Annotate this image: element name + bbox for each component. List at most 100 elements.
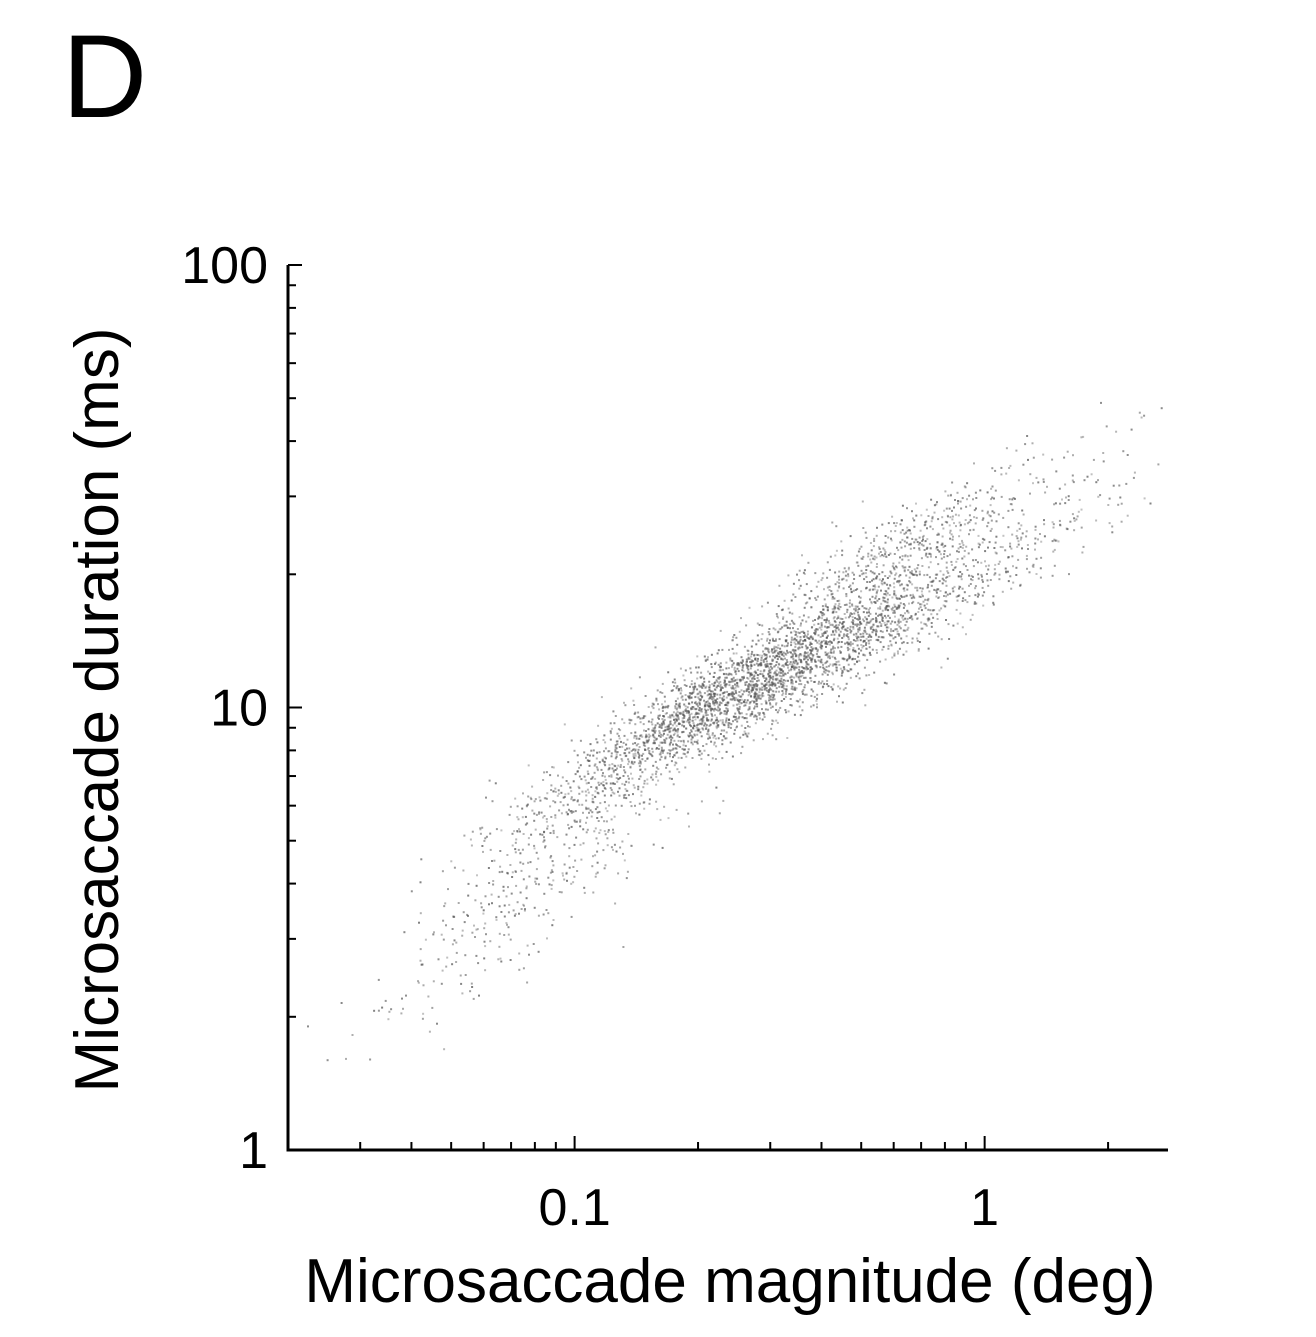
scatter-point (770, 650, 773, 653)
scatter-point (585, 799, 588, 802)
scatter-point (854, 589, 857, 591)
scatter-point (990, 527, 993, 530)
scatter-point (676, 768, 679, 771)
scatter-point (926, 602, 929, 605)
scatter-point (651, 755, 654, 758)
scatter-point (1046, 485, 1048, 488)
scatter-point (850, 630, 853, 633)
scatter-point (1117, 503, 1120, 506)
scatter-point (345, 1057, 347, 1060)
scatter-point (756, 695, 759, 698)
scatter-point (422, 984, 425, 987)
scatter-point (735, 685, 738, 688)
scatter-point (962, 597, 965, 600)
scatter-point (697, 753, 700, 756)
scatter-point (619, 729, 622, 732)
scatter-point (875, 649, 878, 651)
scatter-point (856, 637, 858, 640)
scatter-point (893, 577, 896, 580)
scatter-point (816, 693, 819, 696)
scatter-point (818, 639, 821, 642)
scatter-point (798, 705, 801, 708)
scatter-point (708, 705, 711, 708)
scatter-point (792, 654, 794, 657)
scatter-point (1063, 456, 1066, 459)
scatter-point (736, 678, 739, 681)
scatter-point (533, 847, 536, 850)
scatter-point (611, 791, 614, 794)
scatter-point (718, 750, 721, 753)
scatter-point (906, 617, 909, 620)
scatter-point (644, 744, 647, 747)
scatter-point (805, 665, 808, 668)
scatter-point (742, 678, 744, 681)
scatter-point (756, 677, 759, 679)
scatter-point (672, 729, 674, 732)
scatter-point (726, 708, 729, 710)
scatter-point (593, 771, 596, 774)
scatter-point (938, 609, 941, 612)
scatter-point (506, 854, 509, 856)
scatter-point (943, 556, 946, 559)
scatter-point (638, 756, 641, 759)
scatter-point (485, 796, 487, 799)
scatter-point (1125, 482, 1128, 485)
scatter-point (450, 860, 453, 863)
scatter-point (620, 758, 623, 760)
scatter-point (633, 736, 636, 739)
scatter-point (796, 662, 799, 665)
scatter-point (1065, 496, 1067, 499)
scatter-point (485, 933, 487, 936)
scatter-point (614, 769, 617, 771)
scatter-point (765, 653, 768, 656)
scatter-point (522, 878, 525, 881)
scatter-point (778, 690, 780, 693)
scatter-point (655, 775, 658, 778)
scatter-point (805, 655, 808, 658)
scatter-point (628, 722, 631, 725)
scatter-point (708, 697, 711, 700)
scatter-point (847, 638, 850, 641)
scatter-point (1130, 428, 1133, 431)
scatter-point (794, 596, 797, 598)
scatter-point (732, 688, 735, 691)
scatter-point (525, 887, 528, 890)
scatter-point (668, 727, 671, 730)
scatter-point (800, 643, 803, 646)
scatter-point (818, 615, 820, 618)
scatter-point (516, 901, 519, 904)
scatter-point (600, 696, 603, 699)
scatter-point (714, 758, 717, 760)
scatter-point (843, 604, 846, 606)
scatter-point (841, 701, 844, 704)
scatter-point (751, 639, 754, 642)
scatter-point (713, 684, 716, 687)
scatter-point (865, 607, 868, 610)
scatter-point (810, 688, 813, 691)
scatter-point (689, 667, 692, 670)
scatter-point (1099, 494, 1102, 497)
scatter-point (569, 786, 572, 789)
scatter-point (907, 559, 910, 562)
scatter-point (663, 729, 666, 732)
scatter-point (780, 675, 783, 678)
scatter-point (919, 587, 922, 590)
scatter-point (674, 681, 677, 684)
scatter-point (576, 800, 579, 803)
scatter-point (696, 733, 699, 736)
scatter-point (608, 775, 611, 778)
scatter-point (727, 667, 730, 670)
scatter-point (846, 627, 849, 630)
scatter-point (871, 648, 874, 651)
scatter-point (815, 628, 818, 631)
scatter-point (975, 497, 978, 499)
scatter-point (933, 504, 936, 507)
scatter-point (632, 748, 634, 751)
scatter-point (826, 669, 829, 672)
scatter-point (836, 700, 838, 703)
scatter-point (910, 597, 913, 600)
scatter-point (560, 784, 563, 787)
scatter-point (684, 705, 687, 708)
scatter-point (958, 585, 961, 588)
scatter-point (683, 709, 686, 712)
